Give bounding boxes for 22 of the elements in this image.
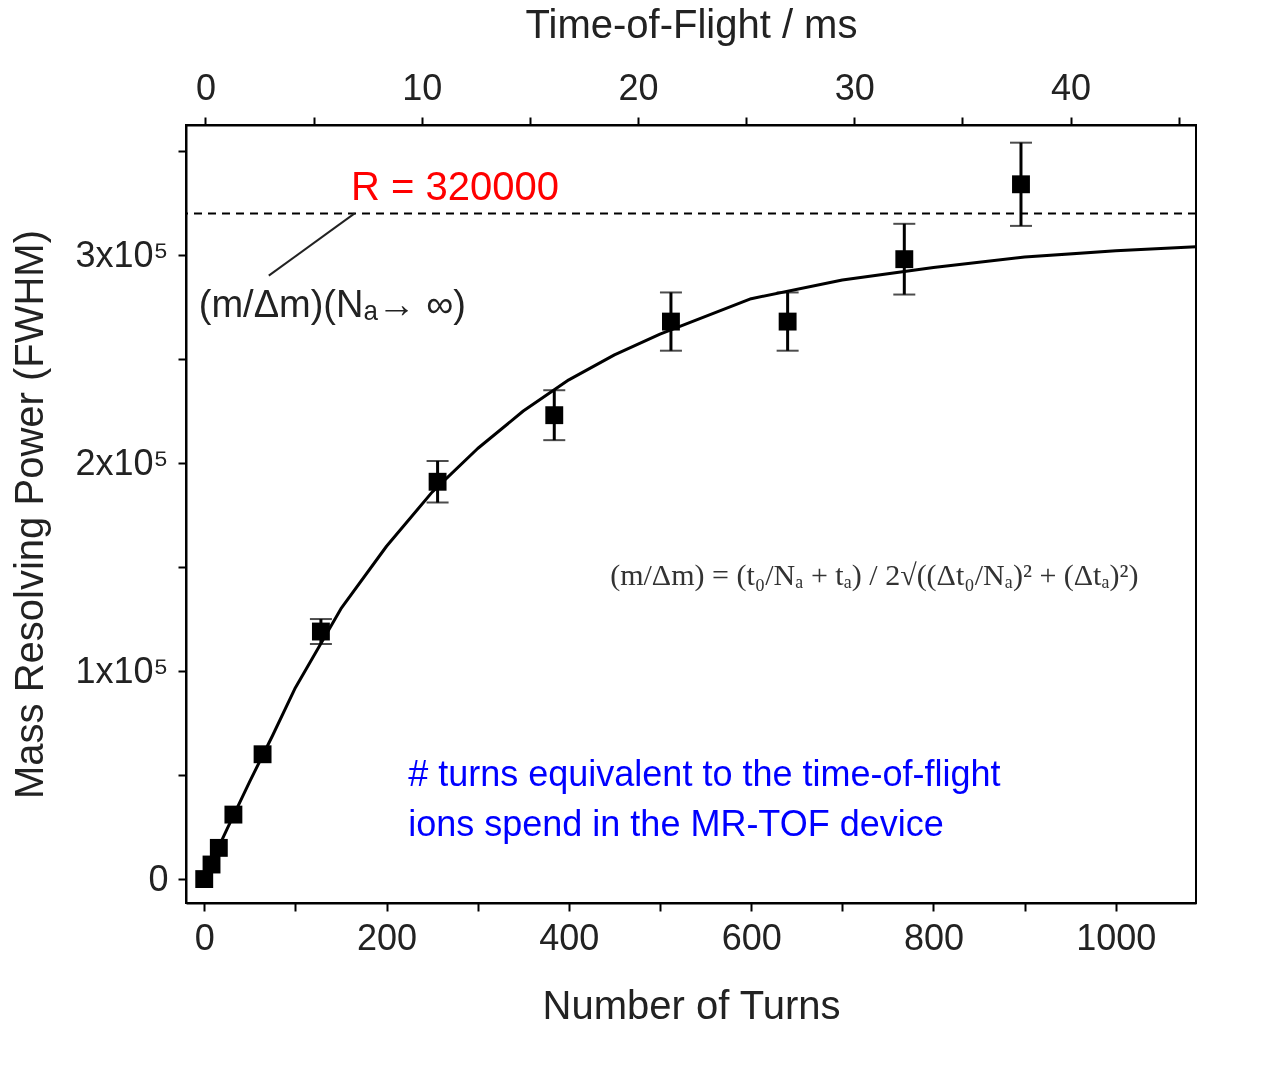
- x2-axis-title: Time-of-Flight / ms: [525, 1, 858, 46]
- y-axis-title: Mass Resolving Power (FWHM): [6, 230, 51, 799]
- y-tick-label: 1x10⁵: [75, 649, 169, 691]
- x2-tick-label: 40: [1051, 66, 1092, 108]
- x2-tick-label: 30: [834, 66, 875, 108]
- x-tick-label: 600: [721, 916, 782, 958]
- ref-line-label: R = 320000: [351, 164, 559, 209]
- x2-tick-label: 20: [618, 66, 659, 108]
- x2-tick-label: 10: [402, 66, 443, 108]
- x2-tick-label: 0: [195, 66, 216, 108]
- x-axis-title: Number of Turns: [542, 982, 841, 1027]
- x-tick-label: 0: [194, 916, 215, 958]
- y-tick-label: 2x10⁵: [75, 441, 169, 483]
- x-tick-label: 200: [357, 916, 418, 958]
- x-tick-label: 800: [903, 916, 965, 958]
- y-tick-label: 0: [148, 857, 169, 899]
- x-tick-label: 1000: [1076, 916, 1157, 958]
- x-tick-label: 400: [539, 916, 600, 958]
- annotation: (m/Δm)(Nₐ→ ∞): [198, 282, 466, 325]
- annotation: (m/Δm) = (t₀/Nₐ + tₐ) / 2√((Δt₀/Nₐ)² + (Δtₐ)²): [610, 558, 1139, 593]
- annotation: # turns equivalent to the time-of-flight ions spend in the MR-TOF device: [408, 752, 1001, 844]
- y-tick-label: 3x10⁵: [75, 233, 169, 275]
